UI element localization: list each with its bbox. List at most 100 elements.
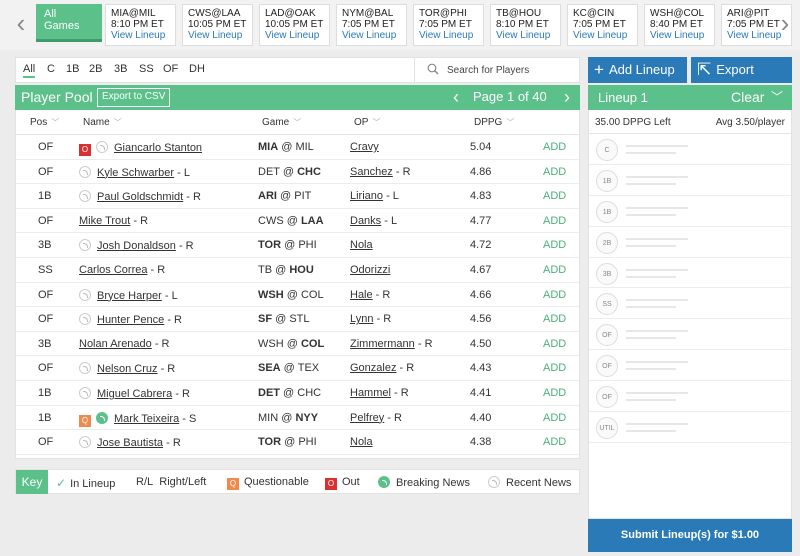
col-pos[interactable]: Pos ﹀ bbox=[30, 117, 60, 128]
chevron-right-icon[interactable]: › bbox=[780, 8, 790, 38]
col-name[interactable]: Name ﹀ bbox=[83, 117, 122, 128]
view-lineup-link[interactable]: View Lineup bbox=[342, 30, 397, 41]
player-name[interactable]: Giancarlo Stanton bbox=[114, 142, 203, 154]
prev-page-icon[interactable]: ‹ bbox=[453, 87, 459, 107]
player-name[interactable]: Hunter Pence bbox=[97, 314, 165, 327]
opponent-pitcher[interactable]: Danks bbox=[350, 214, 382, 227]
all-games-tab[interactable]: All Games bbox=[36, 4, 102, 42]
home-team: TEX bbox=[297, 362, 320, 375]
add-player-button[interactable]: ADD bbox=[543, 436, 567, 449]
game-card[interactable]: TOR@PHI 7:05 PM ET View Lineup bbox=[413, 4, 484, 46]
add-player-button[interactable]: ADD bbox=[543, 239, 567, 252]
opponent-pitcher[interactable]: Odorizzi bbox=[350, 263, 391, 276]
player-name[interactable]: Carlos Correa bbox=[79, 263, 148, 276]
tab-c[interactable]: C bbox=[47, 63, 55, 75]
view-lineup-link[interactable]: View Lineup bbox=[419, 30, 474, 41]
game-card[interactable]: WSH@COL 8:40 PM ET View Lineup bbox=[644, 4, 715, 46]
add-player-button[interactable]: ADD bbox=[543, 190, 567, 203]
chevron-left-icon[interactable]: ‹ bbox=[16, 8, 26, 38]
add-player-button[interactable]: ADD bbox=[543, 263, 567, 276]
next-page-icon[interactable]: › bbox=[564, 87, 570, 107]
breaking-news-icon[interactable] bbox=[96, 411, 108, 424]
tab-1b[interactable]: 1B bbox=[66, 63, 80, 75]
opponent-pitcher[interactable]: Hammel bbox=[350, 386, 391, 399]
news-icon[interactable] bbox=[79, 436, 91, 449]
tab-2b[interactable]: 2B bbox=[89, 63, 103, 75]
tab-dh[interactable]: DH bbox=[189, 63, 205, 75]
view-lineup-link[interactable]: View Lineup bbox=[496, 30, 551, 41]
game-card[interactable]: KC@CIN 7:05 PM ET View Lineup bbox=[567, 4, 638, 46]
tab-3b[interactable]: 3B bbox=[114, 63, 128, 75]
game-card[interactable]: NYM@BAL 7:05 PM ET View Lineup bbox=[336, 4, 407, 46]
add-player-button[interactable]: ADD bbox=[543, 411, 567, 424]
lineup-slot: 3B bbox=[589, 258, 791, 289]
opponent-pitcher[interactable]: Sanchez bbox=[350, 165, 393, 178]
add-player-button[interactable]: ADD bbox=[543, 313, 567, 326]
opponent-pitcher[interactable]: Pelfrey bbox=[350, 411, 385, 424]
col-game[interactable]: Game ﹀ bbox=[262, 117, 302, 128]
chevron-down-icon[interactable]: ﹀ bbox=[771, 90, 784, 104]
news-icon[interactable] bbox=[79, 165, 91, 178]
news-icon[interactable] bbox=[96, 141, 108, 153]
player-hand: - L bbox=[174, 166, 190, 179]
tab-ss[interactable]: SS bbox=[139, 63, 154, 75]
player-name[interactable]: Jose Bautista bbox=[97, 437, 164, 450]
export-button[interactable]: ⇱ Export bbox=[691, 57, 792, 83]
game-card[interactable]: LAD@OAK 10:05 PM ET View Lineup bbox=[259, 4, 330, 46]
games-bar: ‹ All Games MIA@MIL 8:10 PM ET View Lineup… bbox=[0, 0, 800, 50]
export-csv-button[interactable]: Export to CSV bbox=[97, 88, 171, 107]
news-icon[interactable] bbox=[79, 190, 91, 203]
game-card[interactable]: MIA@MIL 8:10 PM ET View Lineup bbox=[105, 4, 176, 46]
news-icon[interactable] bbox=[79, 386, 91, 399]
clear-button[interactable]: Clear bbox=[731, 89, 765, 105]
opponent-pitcher[interactable]: Lynn bbox=[350, 313, 374, 326]
game-cell: SEA @ TEX bbox=[258, 362, 320, 375]
view-lineup-link[interactable]: View Lineup bbox=[111, 30, 166, 41]
opponent-pitcher[interactable]: Cravy bbox=[350, 141, 379, 153]
col-op[interactable]: OP ﹀ bbox=[354, 117, 381, 128]
player-name[interactable]: Bryce Harper bbox=[97, 289, 162, 302]
view-lineup-link[interactable]: View Lineup bbox=[188, 30, 243, 41]
add-player-button[interactable]: ADD bbox=[543, 165, 567, 178]
opponent-pitcher[interactable]: Nola bbox=[350, 239, 373, 252]
player-name[interactable]: Nolan Arenado bbox=[79, 337, 152, 350]
news-icon[interactable] bbox=[79, 362, 91, 375]
news-icon[interactable] bbox=[79, 239, 91, 252]
add-player-button[interactable]: ADD bbox=[543, 141, 567, 153]
add-player-button[interactable]: ADD bbox=[543, 288, 567, 301]
submit-lineup-button[interactable]: Submit Lineup(s) for $1.00 bbox=[588, 519, 792, 552]
add-player-button[interactable]: ADD bbox=[543, 386, 567, 399]
opponent-pitcher[interactable]: Gonzalez bbox=[350, 362, 397, 375]
player-name[interactable]: Paul Goldschmidt bbox=[97, 191, 184, 204]
player-name[interactable]: Mike Trout bbox=[79, 214, 131, 227]
add-player-button[interactable]: ADD bbox=[543, 362, 567, 375]
tab-of[interactable]: OF bbox=[163, 63, 179, 75]
game-card[interactable]: ARI@PIT 7:05 PM ET View Lineup bbox=[721, 4, 792, 46]
view-lineup-link[interactable]: View Lineup bbox=[727, 30, 782, 41]
opponent-pitcher[interactable]: Hale bbox=[350, 288, 373, 301]
game-card[interactable]: TB@HOU 8:10 PM ET View Lineup bbox=[490, 4, 561, 46]
add-lineup-button[interactable]: + Add Lineup bbox=[588, 57, 687, 83]
search-input[interactable] bbox=[447, 62, 573, 78]
news-icon[interactable] bbox=[79, 313, 91, 326]
player-name[interactable]: Miguel Cabrera bbox=[97, 387, 173, 400]
player-name[interactable]: Mark Teixeira bbox=[114, 412, 180, 425]
player-dppg: 4.41 bbox=[470, 386, 492, 399]
game-card[interactable]: CWS@LAA 10:05 PM ET View Lineup bbox=[182, 4, 253, 46]
opponent-pitcher[interactable]: Zimmermann bbox=[350, 337, 415, 350]
add-player-button[interactable]: ADD bbox=[543, 337, 567, 350]
news-icon[interactable] bbox=[79, 288, 91, 301]
sort-icon: ﹀ bbox=[51, 118, 60, 127]
game-matchup: KC@CIN bbox=[573, 8, 615, 19]
player-name[interactable]: Kyle Schwarber bbox=[97, 166, 175, 179]
view-lineup-link[interactable]: View Lineup bbox=[650, 30, 705, 41]
col-dppg[interactable]: DPPG ﹀ bbox=[474, 117, 515, 128]
add-player-button[interactable]: ADD bbox=[543, 214, 567, 227]
opponent-pitcher[interactable]: Liriano bbox=[350, 190, 384, 203]
view-lineup-link[interactable]: View Lineup bbox=[265, 30, 320, 41]
player-name[interactable]: Josh Donaldson bbox=[97, 240, 176, 253]
player-name[interactable]: Nelson Cruz bbox=[97, 363, 158, 376]
view-lineup-link[interactable]: View Lineup bbox=[573, 30, 628, 41]
tab-all[interactable]: All bbox=[23, 63, 36, 78]
opponent-pitcher[interactable]: Nola bbox=[350, 436, 373, 449]
